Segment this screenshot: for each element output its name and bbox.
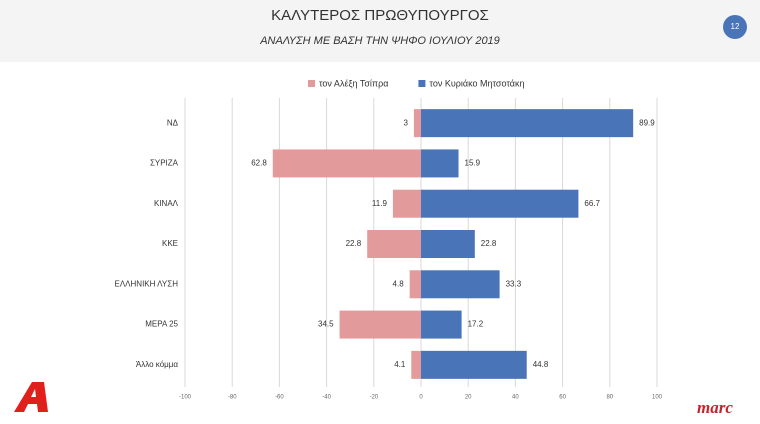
category-label: ΝΔ: [167, 118, 179, 127]
legend-swatch: [418, 80, 425, 87]
x-tick-label: -100: [179, 395, 192, 401]
value-label: 89.9: [639, 118, 655, 127]
x-tick-label: 20: [465, 395, 472, 401]
bar: [367, 230, 421, 258]
category-label: ΕΛΛΗΝΙΚΗ ΛΥΣΗ: [114, 279, 178, 288]
legend-swatch: [308, 80, 315, 87]
value-label: 11.9: [372, 199, 388, 208]
x-tick-label: 60: [559, 395, 566, 401]
category-label: ΣΥΡΙΖΑ: [150, 159, 179, 168]
x-tick-label: -20: [369, 395, 378, 401]
bar: [273, 149, 421, 177]
x-tick-label: -80: [228, 395, 237, 401]
x-tick-label: 100: [652, 395, 663, 401]
value-label: 3: [403, 118, 408, 127]
bar: [421, 311, 462, 339]
bar: [421, 190, 578, 218]
value-label: 34.5: [318, 320, 334, 329]
legend-label: τον Αλέξη Τσίπρα: [319, 78, 388, 88]
value-label: 17.2: [468, 320, 484, 329]
value-label: 33.3: [506, 279, 522, 288]
slide: ΚΑΛΥΤΕΡΟΣ ΠΡΩΘΥΠΟΥΡΓΟΣ ΑΝΑΛΥΣΗ ΜΕ ΒΑΣΗ Τ…: [0, 0, 760, 424]
x-tick-label: 80: [606, 395, 613, 401]
bar: [393, 190, 421, 218]
value-label: 4.8: [393, 279, 405, 288]
category-label: ΜΕΡΑ 25: [145, 320, 178, 329]
value-label: 66.7: [584, 199, 600, 208]
bar: [421, 351, 527, 379]
category-label: ΚΚΕ: [162, 239, 178, 248]
x-tick-label: -40: [322, 395, 331, 401]
value-label: 4.1: [394, 360, 406, 369]
x-tick-label: -60: [275, 395, 284, 401]
value-label: 62.8: [251, 159, 267, 168]
legend-label: τον Κυριάκο Μητσοτάκη: [429, 78, 524, 88]
x-tick-label: 40: [512, 395, 519, 401]
bar: [414, 109, 421, 137]
bar: [411, 351, 421, 379]
chart-title: ΚΑΛΥΤΕΡΟΣ ΠΡΩΘΥΠΟΥΡΓΟΣ: [271, 7, 489, 24]
category-label: ΚΙΝΑΛ: [154, 199, 179, 208]
category-label: Άλλο κόμμα: [136, 360, 178, 369]
value-label: 22.8: [481, 239, 497, 248]
value-label: 44.8: [533, 360, 549, 369]
chart-subtitle: ΑΝΑΛΥΣΗ ΜΕ ΒΑΣΗ ΤΗΝ ΨΗΦΟ ΙΟΥΛΙΟΥ 2019: [259, 35, 500, 47]
value-label: 15.9: [465, 159, 481, 168]
bar: [421, 109, 633, 137]
bar: [421, 230, 475, 258]
value-label: 22.8: [346, 239, 362, 248]
brand-logo: marc: [697, 398, 733, 417]
bar: [410, 270, 421, 298]
bar: [421, 149, 459, 177]
bar: [340, 311, 421, 339]
bar: [421, 270, 500, 298]
slide-number: 12: [731, 22, 740, 31]
